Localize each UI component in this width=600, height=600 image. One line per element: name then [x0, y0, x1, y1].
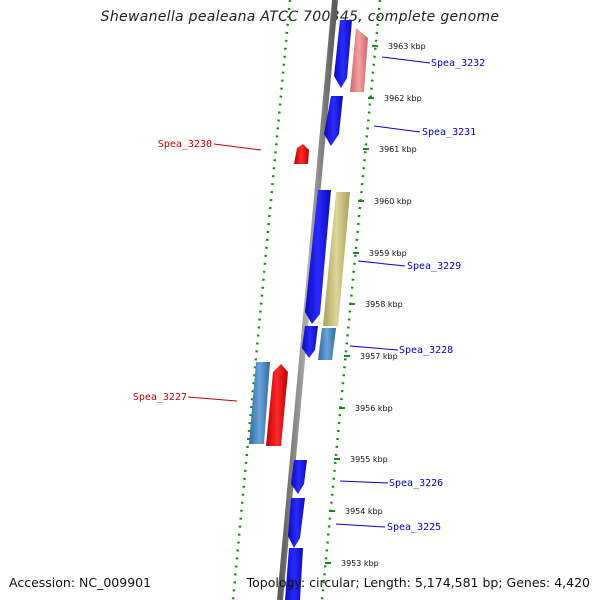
gene-label[interactable]: Spea_3225 — [387, 522, 441, 533]
gene-label-leader — [381, 56, 431, 64]
gene-blue-3225[interactable] — [288, 498, 305, 548]
gene-pink-3232[interactable] — [350, 28, 368, 92]
kbp-label: 3953 kbp — [341, 559, 379, 568]
kbp-label: 3963 kbp — [388, 42, 426, 51]
gene-blue-3232[interactable] — [334, 20, 352, 88]
kbp-scale: 3963 kbp 3962 kbp 3961 kbp 3960 kbp 3959 kbp… — [325, 42, 426, 568]
kbp-label: 3959 kbp — [369, 249, 407, 258]
kbp-label: 3961 kbp — [379, 145, 417, 154]
gene-label-leader — [349, 345, 399, 351]
gene-label-leader — [213, 143, 262, 151]
gene-blue-3228[interactable] — [302, 326, 318, 358]
gene-label-leader — [373, 125, 421, 133]
gene-steel-3227[interactable] — [249, 362, 270, 444]
gene-label[interactable]: Spea_3229 — [407, 261, 461, 272]
gene-label-leader — [187, 396, 238, 402]
genome-title: Shewanella pealeana ATCC 700345, complet… — [100, 9, 500, 25]
gene-label-leader — [335, 523, 386, 528]
kbp-label: 3958 kbp — [365, 300, 403, 309]
gene-blue-3226[interactable] — [291, 460, 307, 494]
gene-label-leader — [339, 480, 389, 484]
kbp-label: 3960 kbp — [374, 197, 412, 206]
gene-label[interactable]: Spea_3230 — [158, 139, 212, 150]
gene-label[interactable]: Spea_3227 — [133, 392, 187, 403]
gene-label-leader — [357, 260, 406, 267]
gene-red-3227[interactable] — [266, 364, 288, 446]
left-dotted-guide — [231, 0, 292, 600]
kbp-label: 3956 kbp — [355, 404, 393, 413]
kbp-label: 3954 kbp — [345, 507, 383, 516]
gene-blue-bottom[interactable] — [285, 548, 303, 600]
gene-steel-3228[interactable] — [318, 328, 336, 360]
kbp-label: 3957 kbp — [360, 352, 398, 361]
gene-blue-3231[interactable] — [324, 96, 343, 146]
gene-label[interactable]: Spea_3226 — [389, 478, 443, 489]
accession-text: Accession: NC_009901 — [9, 575, 152, 590]
gene-blue-3229[interactable] — [305, 190, 331, 324]
gene-label[interactable]: Spea_3232 — [431, 58, 485, 69]
gene-tan-3229[interactable] — [323, 192, 350, 326]
gene-red-3230[interactable] — [294, 144, 309, 164]
kbp-label: 3955 kbp — [350, 455, 388, 464]
gene-label[interactable]: Spea_3231 — [422, 127, 476, 138]
kbp-label: 3962 kbp — [384, 94, 422, 103]
gene-label[interactable]: Spea_3228 — [399, 345, 453, 356]
genome-summary-text: Topology: circular; Length: 5,174,581 bp… — [246, 575, 590, 590]
gene-labels: Spea_3232 Spea_3231 Spea_3230 Spea_3229 Spea… — [133, 56, 485, 533]
